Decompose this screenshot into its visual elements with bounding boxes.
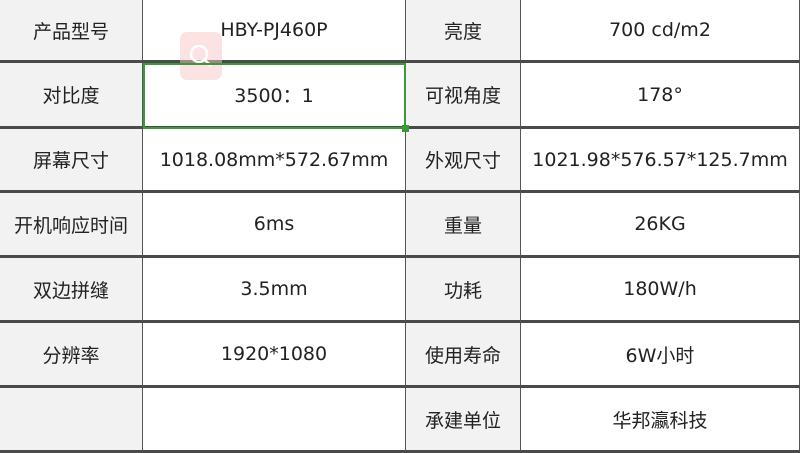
value-cell[interactable]: 6W小时 (521, 323, 800, 388)
label-cell[interactable]: 外观尺寸 (406, 129, 521, 193)
value-cell[interactable]: 180W/h (521, 258, 800, 323)
value-cell[interactable]: 26KG (521, 193, 800, 258)
value-cell[interactable]: 6ms (143, 193, 406, 258)
fill-handle[interactable] (402, 125, 409, 132)
value-cell[interactable]: 华邦瀛科技 (521, 388, 800, 453)
value-cell[interactable]: 178° (521, 63, 800, 129)
label-cell[interactable]: 重量 (406, 193, 521, 258)
value-cell[interactable] (143, 388, 406, 453)
label-cell[interactable]: 承建单位 (406, 388, 521, 453)
label-cell[interactable]: 产品型号 (0, 0, 143, 63)
value-cell[interactable]: 700 cd/m2 (521, 0, 800, 63)
label-cell[interactable]: 亮度 (406, 0, 521, 63)
label-cell[interactable]: 屏幕尺寸 (0, 129, 143, 193)
label-cell[interactable]: 使用寿命 (406, 323, 521, 388)
label-cell[interactable]: 对比度 (0, 63, 143, 129)
value-cell[interactable]: 1021.98*576.57*125.7mm (521, 129, 800, 193)
value-cell[interactable]: 1920*1080 (143, 323, 406, 388)
value-cell[interactable]: 1018.08mm*572.67mm (143, 129, 406, 193)
label-cell[interactable]: 开机响应时间 (0, 193, 143, 258)
label-cell[interactable]: 分辨率 (0, 323, 143, 388)
search-lens-icon[interactable] (180, 32, 222, 80)
label-cell[interactable]: 可视角度 (406, 63, 521, 129)
label-cell[interactable] (0, 388, 143, 453)
label-cell[interactable]: 双边拼缝 (0, 258, 143, 323)
label-cell[interactable]: 功耗 (406, 258, 521, 323)
value-cell[interactable]: 3.5mm (143, 258, 406, 323)
